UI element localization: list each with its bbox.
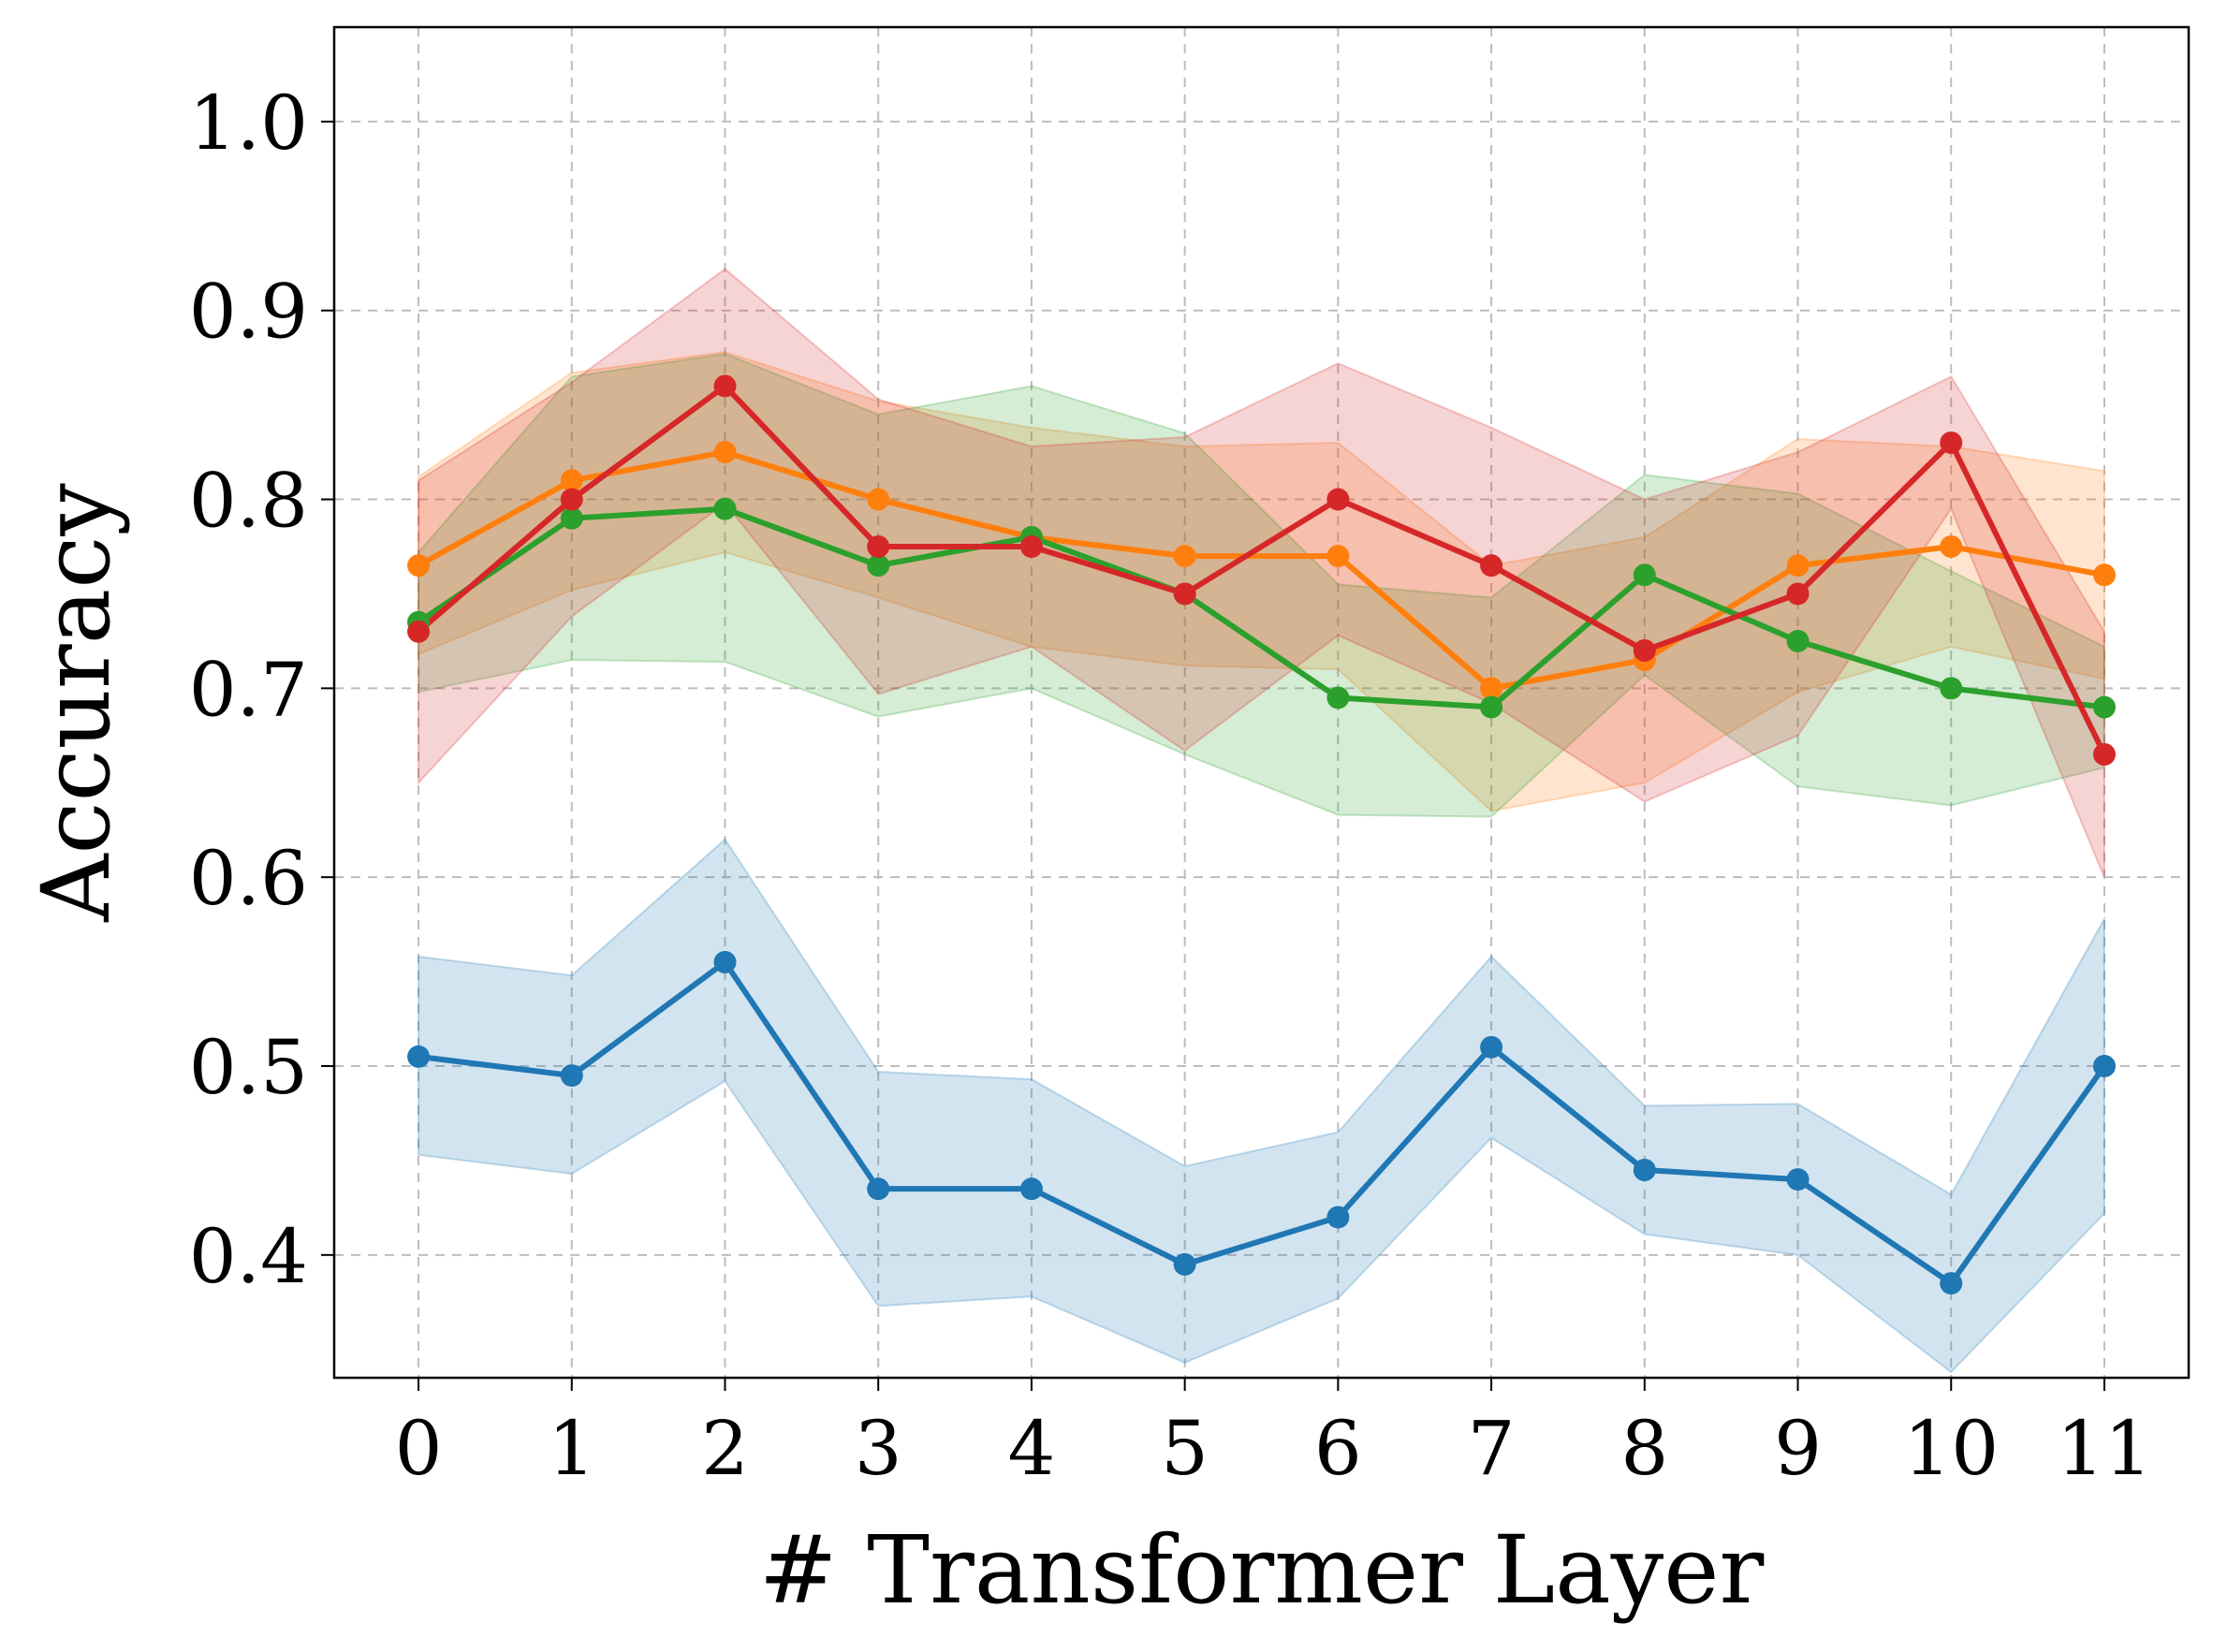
x-tick-label: 7 bbox=[1468, 1405, 1516, 1492]
data-point-blue bbox=[713, 951, 737, 973]
data-point-green bbox=[1480, 695, 1503, 719]
data-point-blue bbox=[560, 1064, 583, 1088]
y-tick-label: 1.0 bbox=[189, 80, 308, 167]
data-point-orange bbox=[1173, 545, 1196, 568]
data-point-red bbox=[867, 535, 890, 558]
x-tick-label: 1 bbox=[548, 1405, 595, 1492]
data-point-red bbox=[1786, 582, 1810, 606]
confidence-band-green bbox=[418, 353, 2105, 818]
data-point-blue bbox=[1786, 1168, 1810, 1191]
x-tick-label: 5 bbox=[1161, 1405, 1209, 1492]
data-point-orange bbox=[1326, 545, 1350, 568]
y-tick-label: 0.8 bbox=[189, 458, 308, 545]
x-tick-label: 9 bbox=[1774, 1405, 1822, 1492]
series-line-blue bbox=[418, 959, 2107, 1287]
x-tick-label: 0 bbox=[395, 1405, 443, 1492]
data-point-red bbox=[2092, 743, 2116, 766]
x-tick-label: 8 bbox=[1620, 1405, 1668, 1492]
data-point-orange bbox=[1940, 535, 1963, 558]
data-point-orange bbox=[1480, 677, 1503, 700]
data-point-red bbox=[1173, 582, 1196, 606]
axis-ticks: 0 1 2 3 4 5 6 7 8 9 10 11 0.4 0.5 0.6 0.7 0.8 0.9 1.0 bbox=[189, 80, 2152, 1492]
y-tick-label: 0.6 bbox=[189, 835, 308, 922]
y-tick-label: 0.7 bbox=[189, 646, 308, 733]
confidence-band-orange bbox=[418, 351, 2105, 812]
data-point-green bbox=[2092, 695, 2116, 719]
data-point-red bbox=[1326, 488, 1350, 511]
data-point-red bbox=[1019, 535, 1043, 558]
y-axis-title: Accuracy bbox=[22, 483, 131, 923]
data-point-red bbox=[1940, 431, 1963, 454]
data-point-blue bbox=[407, 1045, 431, 1068]
x-tick-label: 11 bbox=[2057, 1405, 2152, 1492]
data-point-red bbox=[1633, 639, 1656, 662]
data-point-blue bbox=[1019, 1177, 1043, 1201]
data-point-green bbox=[1940, 677, 1963, 700]
data-point-red bbox=[713, 374, 737, 398]
y-tick-label: 0.5 bbox=[189, 1024, 308, 1111]
data-point-red bbox=[560, 488, 583, 511]
x-tick-label: 2 bbox=[701, 1405, 749, 1492]
data-point-orange bbox=[2092, 563, 2116, 587]
series-line-red bbox=[417, 383, 2107, 756]
plot-frame bbox=[332, 25, 2191, 1380]
data-point-orange bbox=[1786, 554, 1810, 577]
confidence-bands bbox=[418, 268, 2105, 1374]
data-point-blue bbox=[1326, 1206, 1350, 1229]
data-point-orange bbox=[867, 488, 890, 511]
confidence-band-blue bbox=[418, 838, 2105, 1374]
data-point-blue bbox=[1633, 1159, 1656, 1181]
data-point-blue bbox=[2092, 1055, 2116, 1077]
data-point-red bbox=[407, 620, 431, 643]
series-markers bbox=[407, 374, 2116, 1295]
series-lines bbox=[417, 383, 2107, 1287]
data-point-green bbox=[867, 554, 890, 577]
series-line-green bbox=[417, 505, 2105, 710]
confidence-band-red bbox=[418, 268, 2105, 878]
data-point-green bbox=[713, 497, 737, 520]
x-tick-label: 6 bbox=[1314, 1405, 1362, 1492]
y-tick-label: 0.9 bbox=[189, 269, 308, 356]
data-point-green bbox=[1326, 686, 1350, 709]
data-point-orange bbox=[407, 554, 431, 577]
data-point-green bbox=[1786, 629, 1810, 652]
series-line-orange bbox=[417, 449, 2105, 692]
data-point-green bbox=[1633, 563, 1656, 587]
data-point-green bbox=[560, 506, 583, 530]
data-point-blue bbox=[1480, 1035, 1503, 1059]
data-point-orange bbox=[713, 441, 737, 464]
x-axis-title: # Transformer Layer bbox=[759, 1515, 1765, 1625]
data-point-orange bbox=[560, 469, 583, 492]
y-tick-label: 0.4 bbox=[189, 1213, 308, 1300]
data-point-blue bbox=[1173, 1252, 1196, 1276]
data-point-red bbox=[1480, 554, 1503, 577]
data-point-blue bbox=[867, 1177, 890, 1201]
x-tick-label: 4 bbox=[1007, 1405, 1055, 1492]
data-point-blue bbox=[1940, 1272, 1963, 1295]
x-tick-label: 10 bbox=[1903, 1405, 1999, 1492]
x-tick-label: 3 bbox=[855, 1405, 902, 1492]
